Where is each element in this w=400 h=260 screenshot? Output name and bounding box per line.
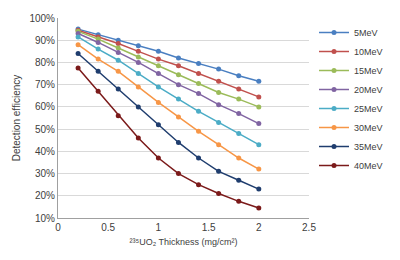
svg-text:70%: 70%	[35, 79, 55, 90]
svg-text:40MeV: 40MeV	[354, 161, 383, 171]
svg-text:10%: 10%	[35, 213, 55, 224]
svg-text:80%: 80%	[35, 57, 55, 68]
svg-text:100%: 100%	[29, 13, 55, 24]
svg-text:30%: 30%	[35, 168, 55, 179]
svg-text:60%: 60%	[35, 101, 55, 112]
svg-text:1: 1	[156, 222, 162, 233]
svg-text:20MeV: 20MeV	[354, 85, 383, 95]
svg-text:30MeV: 30MeV	[354, 123, 383, 133]
svg-text:10MeV: 10MeV	[354, 47, 383, 57]
svg-text:0.5: 0.5	[101, 222, 115, 233]
svg-text:40%: 40%	[35, 146, 55, 157]
svg-text:25MeV: 25MeV	[354, 104, 383, 114]
svg-text:20%: 20%	[35, 190, 55, 201]
svg-text:1.5: 1.5	[202, 222, 216, 233]
svg-text:90%: 90%	[35, 35, 55, 46]
svg-text:2.5: 2.5	[302, 222, 316, 233]
svg-text:35MeV: 35MeV	[354, 142, 383, 152]
svg-text:5MeV: 5MeV	[354, 28, 378, 38]
svg-text:2: 2	[256, 222, 262, 233]
svg-text:15MeV: 15MeV	[354, 66, 383, 76]
svg-text:50%: 50%	[35, 124, 55, 135]
svg-text:Detection efficiency: Detection efficiency	[11, 75, 22, 162]
svg-text:²³⁵UO₂ Thickness (mg/cm²): ²³⁵UO₂ Thickness (mg/cm²)	[129, 237, 237, 247]
svg-text:0: 0	[55, 222, 61, 233]
